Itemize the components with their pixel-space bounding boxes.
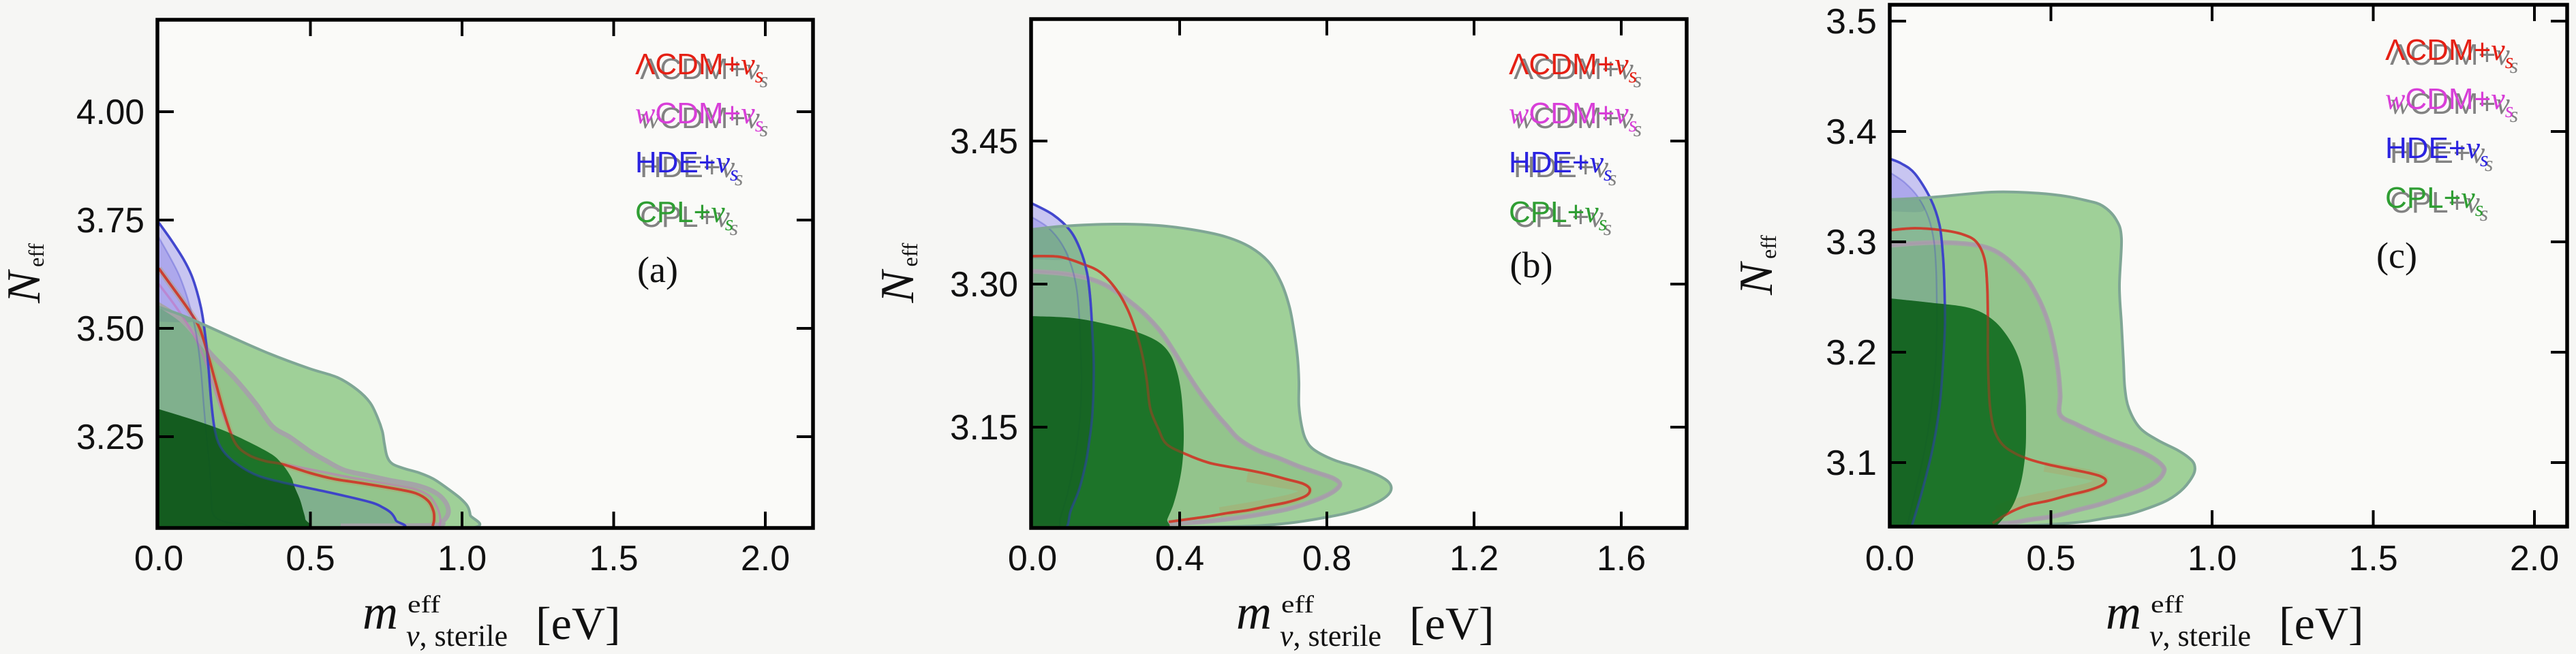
svg-text:3.3: 3.3 xyxy=(1826,223,1877,262)
svg-text:eff: eff xyxy=(1756,235,1781,259)
svg-text:CPL+νs: CPL+νs xyxy=(2390,185,2488,225)
svg-text:CPL+νs: CPL+νs xyxy=(640,199,738,240)
svg-text:eff: eff xyxy=(408,591,440,618)
svg-text:(c): (c) xyxy=(2376,235,2417,276)
svg-text:ΛCDM+νs: ΛCDM+νs xyxy=(1509,46,1637,87)
svg-text:N: N xyxy=(1730,261,1783,296)
svg-text:wCDM+νs: wCDM+νs xyxy=(1509,95,1637,136)
svg-text:3.45: 3.45 xyxy=(950,122,1018,161)
svg-text:HDE+νs: HDE+νs xyxy=(1509,144,1612,185)
svg-text:CPL+νs: CPL+νs xyxy=(1514,199,1612,240)
svg-text:m: m xyxy=(1236,585,1272,640)
svg-text:1.5: 1.5 xyxy=(589,539,638,578)
svg-text:(b): (b) xyxy=(1510,245,1553,285)
svg-text:4.00: 4.00 xyxy=(76,93,144,132)
svg-text:ΛCDM+νs: ΛCDM+νs xyxy=(2390,37,2518,78)
svg-text:3.75: 3.75 xyxy=(76,201,144,240)
svg-text:0.0: 0.0 xyxy=(134,539,183,578)
svg-text:eff: eff xyxy=(898,243,922,266)
svg-text:eff: eff xyxy=(1281,591,1314,618)
svg-text:N: N xyxy=(0,269,50,304)
svg-text:1.0: 1.0 xyxy=(2188,539,2237,578)
svg-text:0.5: 0.5 xyxy=(2026,539,2075,578)
svg-text:wCDM+νs: wCDM+νs xyxy=(2390,86,2518,127)
svg-text:1.0: 1.0 xyxy=(438,539,487,578)
svg-text:eff: eff xyxy=(24,243,48,267)
svg-text:0.0: 0.0 xyxy=(1865,539,1914,578)
svg-text:1.5: 1.5 xyxy=(2348,539,2397,578)
svg-text:3.25: 3.25 xyxy=(76,418,144,457)
svg-text:[eV]: [eV] xyxy=(536,597,621,649)
svg-text:1.2: 1.2 xyxy=(1450,539,1499,578)
svg-text:2.0: 2.0 xyxy=(741,539,790,578)
svg-text:3.50: 3.50 xyxy=(76,309,144,349)
svg-text:ΛCDM+νs: ΛCDM+νs xyxy=(2385,32,2513,73)
svg-text:2.0: 2.0 xyxy=(2510,539,2559,578)
svg-text:3.4: 3.4 xyxy=(1826,112,1877,152)
svg-text:HDE+νs: HDE+νs xyxy=(2390,135,2493,176)
svg-text:CPL+νs: CPL+νs xyxy=(635,194,733,235)
svg-text:ΛCDM+νs: ΛCDM+νs xyxy=(1514,51,1642,92)
svg-text:wCDM+νs: wCDM+νs xyxy=(1514,100,1642,141)
svg-text:wCDM+νs: wCDM+νs xyxy=(635,95,763,136)
svg-text:wCDM+νs: wCDM+νs xyxy=(640,100,768,141)
svg-text:HDE+νs: HDE+νs xyxy=(640,149,743,190)
svg-text:[eV]: [eV] xyxy=(2279,597,2364,649)
svg-text:1.6: 1.6 xyxy=(1597,539,1646,578)
svg-text:[eV]: [eV] xyxy=(1409,597,1494,649)
svg-text:(a): (a) xyxy=(637,249,678,290)
svg-text:ν, sterile: ν, sterile xyxy=(2149,619,2251,651)
svg-text:0.8: 0.8 xyxy=(1302,539,1351,578)
svg-text:ΛCDM+νs: ΛCDM+νs xyxy=(640,51,768,92)
svg-text:eff: eff xyxy=(2151,591,2183,618)
svg-text:CPL+νs: CPL+νs xyxy=(2385,180,2483,221)
svg-text:3.15: 3.15 xyxy=(950,408,1018,448)
svg-text:3.1: 3.1 xyxy=(1826,443,1877,483)
svg-text:0.0: 0.0 xyxy=(1008,539,1057,578)
svg-text:ν, sterile: ν, sterile xyxy=(406,619,508,651)
svg-text:m: m xyxy=(2106,585,2141,640)
svg-text:CPL+νs: CPL+νs xyxy=(1509,194,1607,235)
svg-text:HDE+νs: HDE+νs xyxy=(635,144,738,185)
svg-text:ν, sterile: ν, sterile xyxy=(1280,619,1381,651)
svg-text:0.4: 0.4 xyxy=(1155,539,1204,578)
svg-text:3.30: 3.30 xyxy=(950,265,1018,305)
svg-text:0.5: 0.5 xyxy=(286,539,335,578)
svg-text:3.5: 3.5 xyxy=(1826,2,1877,42)
svg-text:wCDM+νs: wCDM+νs xyxy=(2385,81,2513,122)
svg-text:3.2: 3.2 xyxy=(1826,333,1877,373)
svg-text:m: m xyxy=(363,585,398,640)
svg-text:HDE+νs: HDE+νs xyxy=(1514,149,1616,190)
svg-text:ΛCDM+νs: ΛCDM+νs xyxy=(635,46,763,87)
svg-text:N: N xyxy=(872,269,924,304)
svg-text:HDE+νs: HDE+νs xyxy=(2385,130,2488,171)
